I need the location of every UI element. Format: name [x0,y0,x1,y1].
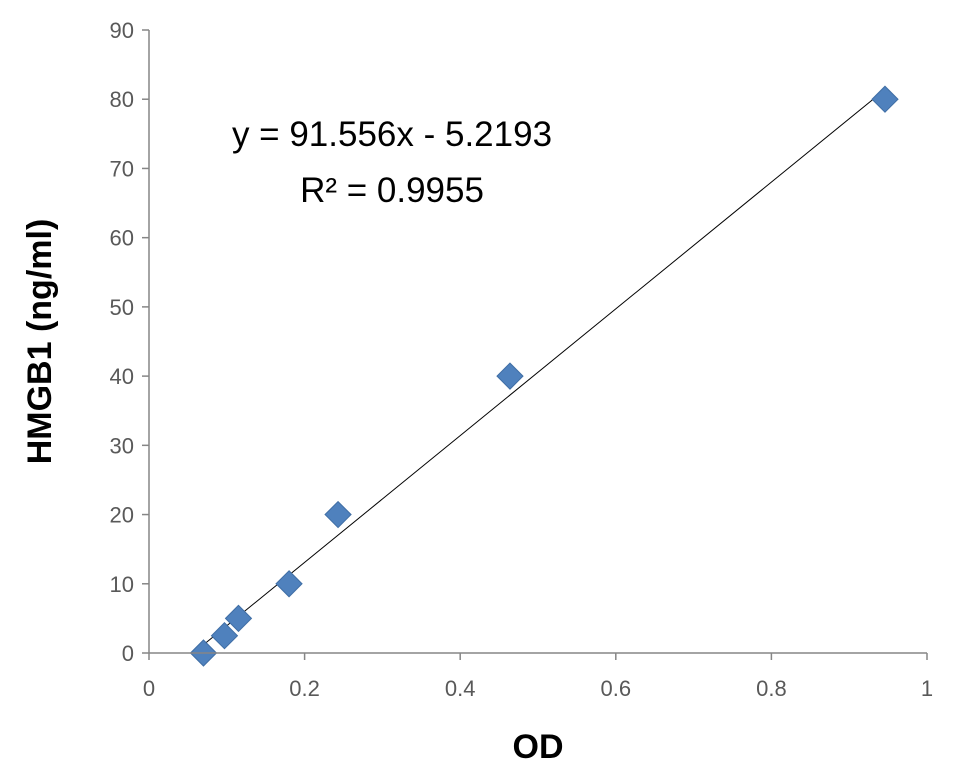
x-tick-label: 1 [921,676,933,701]
y-tick-label: 80 [110,87,134,112]
data-point [496,362,524,390]
trendline [203,89,886,646]
x-tick-label: 0.6 [601,676,632,701]
x-tick-label: 0.4 [445,676,476,701]
y-tick-label: 20 [110,503,134,528]
y-tick-label: 60 [110,226,134,251]
x-tick-label: 0.2 [289,676,320,701]
data-point [324,500,352,529]
data-point [275,570,303,598]
data-point [871,85,899,113]
y-tick-label: 70 [110,156,134,181]
r-squared-value: R² = 0.9955 [300,171,484,210]
data-point [210,621,239,650]
x-axis-title: OD [513,728,564,766]
y-tick-label: 40 [110,364,134,389]
y-tick-label: 0 [122,641,134,666]
y-tick-label: 30 [110,433,134,458]
x-tick-label: 0.8 [756,676,787,701]
y-tick-label: 90 [110,18,134,43]
tick-layer: 0 10 20 30 40 50 60 70 80 90 0 0.2 0.4 0.6 0.8 1 [110,18,934,701]
points-layer [189,85,899,667]
data-point [224,604,253,633]
y-tick-label: 50 [110,295,134,320]
trendline-equation: y = 91.556x - 5.2193 [232,115,552,154]
y-tick-label: 10 [110,572,134,597]
trendline-layer [203,89,886,646]
y-axis-title: HMGB1 (ng/ml) [21,219,59,465]
axes-layer [148,30,927,654]
x-tick-label: 0 [143,676,155,701]
